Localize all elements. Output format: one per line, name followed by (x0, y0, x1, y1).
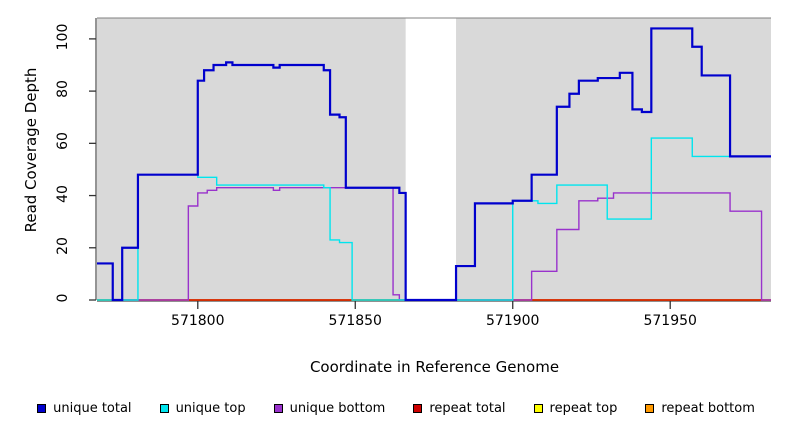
series-line-unique-top (97, 137, 771, 301)
legend-item-unique-top[interactable]: unique top (159, 400, 246, 416)
x-axis-title: Coordinate in Reference Genome (309, 358, 560, 376)
legend-item-repeat-bottom[interactable]: repeat bottom (645, 401, 755, 416)
legend-item-unique-bottom[interactable]: unique bottom (273, 400, 386, 416)
y-tick-label: 0 (55, 293, 71, 303)
x-tick-label: 571800 (171, 313, 225, 329)
series-line-unique-bottom (97, 187, 771, 301)
no-coverage-gap (405, 18, 457, 300)
legend-label: repeat total (429, 400, 506, 416)
legend-swatch-icon (273, 403, 283, 413)
legend-swatch-icon (159, 403, 169, 413)
legend-label: unique bottom (289, 400, 386, 416)
x-tick-label: 571950 (643, 313, 697, 329)
legend-label: unique total (53, 400, 132, 416)
x-tick-label: 571900 (486, 313, 540, 329)
chart-legend: unique total unique top unique bottom repea… (0, 398, 792, 418)
legend-swatch-icon (37, 403, 47, 413)
y-tick-label: 60 (55, 132, 71, 151)
legend-item-unique-total[interactable]: unique total (37, 400, 132, 416)
legend-label: repeat bottom (661, 400, 755, 416)
series-line-unique-total (97, 27, 771, 302)
y-tick-label: 100 (55, 23, 71, 51)
legend-swatch-icon (413, 403, 423, 413)
legend-swatch-icon (533, 403, 543, 413)
y-tick-label: 80 (55, 80, 71, 99)
legend-label: unique top (175, 400, 246, 416)
legend-label: repeat top (549, 400, 618, 416)
x-tick-label: 571850 (328, 313, 382, 329)
legend-item-repeat-top[interactable]: repeat top (533, 400, 618, 416)
legend-item-repeat-total[interactable]: repeat total (413, 400, 506, 416)
legend-swatch-icon (645, 403, 655, 413)
y-tick-label: 20 (55, 236, 71, 255)
y-tick-label: 40 (55, 184, 71, 203)
